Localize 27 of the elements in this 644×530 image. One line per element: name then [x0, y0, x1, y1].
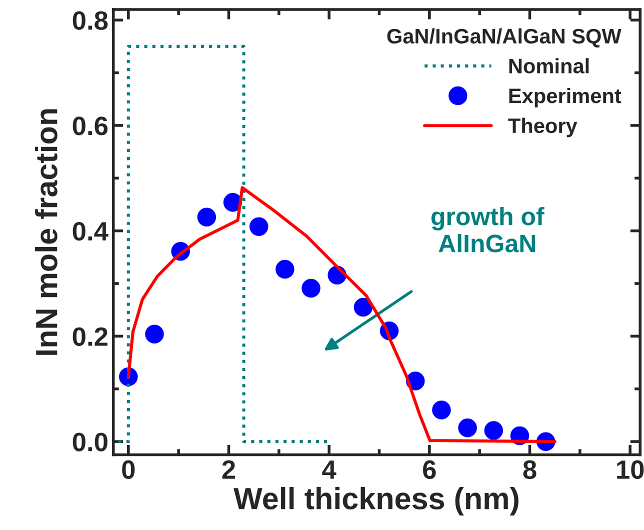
x-tick-label: 6 [423, 460, 436, 479]
y-tick-label: 0.4 [72, 222, 108, 241]
x-tick-label: 10 [617, 460, 644, 479]
legend-label: Experiment [509, 88, 622, 108]
legend-label: Theory [508, 118, 578, 138]
point [302, 278, 320, 298]
legend-title: GaN/InGaN/AlGaN SQW [387, 28, 622, 48]
x-tick-label: 0 [122, 460, 135, 479]
y-tick-label: 0.8 [72, 11, 108, 30]
point [276, 260, 294, 279]
x-tick-label: 4 [322, 460, 336, 479]
point [484, 421, 504, 440]
x-tick-label: 8 [523, 460, 536, 479]
point [432, 400, 451, 420]
y-axis-title: InN mole fraction [34, 109, 58, 355]
y-tick-label: 0.2 [72, 327, 108, 346]
point [249, 217, 268, 236]
y-tick-label: 0.6 [72, 116, 108, 136]
point [145, 324, 164, 344]
x-axis-title: Well thickness (nm) [234, 486, 518, 516]
annotation: growth of AlInGaN [431, 206, 544, 252]
point [197, 208, 216, 227]
y-tick-label: 0.0 [72, 432, 108, 452]
point [354, 298, 373, 317]
legend-label: Nominal [509, 58, 589, 74]
x-tick-label: 2 [222, 460, 236, 479]
point [458, 418, 477, 438]
